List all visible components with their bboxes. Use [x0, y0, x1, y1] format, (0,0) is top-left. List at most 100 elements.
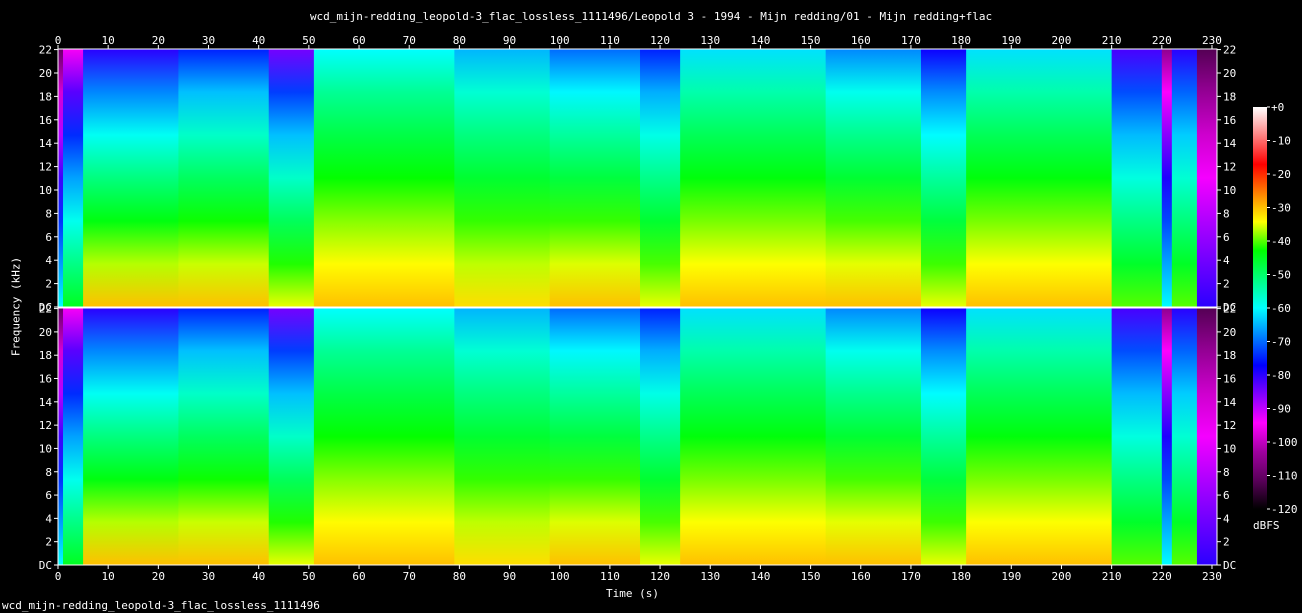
y-tick-label: DC [39, 559, 52, 572]
y-tick-label: DC [1223, 559, 1236, 572]
spectrogram-section [966, 49, 1113, 307]
x-tick-label: 140 [750, 570, 770, 583]
spectrogram-section [83, 308, 179, 565]
x-axis-label: Time (s) [606, 587, 659, 600]
y-tick-label: 12 [39, 419, 52, 432]
spectrogram-section [1171, 49, 1198, 307]
y-tick-label: DC [39, 301, 52, 314]
x-tick-label: 50 [302, 34, 315, 47]
x-tick-label: 60 [352, 570, 365, 583]
x-tick-label: 0 [55, 570, 62, 583]
colorbar-tick-label: -70 [1271, 336, 1291, 349]
y-tick-label: 16 [39, 114, 52, 127]
chart-title: wcd_mijn-redding_leopold-3_flac_lossless… [309, 10, 993, 23]
x-tick-label: 60 [352, 34, 365, 47]
spectrogram-section [825, 308, 922, 565]
y-tick-label: 18 [1223, 90, 1236, 103]
x-tick-label: 170 [901, 34, 921, 47]
spectrogram-section [920, 308, 967, 565]
y-tick-label: 16 [1223, 373, 1236, 386]
colorbar-tick-label: -50 [1271, 269, 1291, 282]
x-tick-label: 90 [503, 34, 516, 47]
y-tick-label: 8 [45, 466, 52, 479]
x-tick-label: 0 [55, 34, 62, 47]
y-tick-label: 14 [39, 396, 53, 409]
x-tick-label: 70 [403, 570, 416, 583]
x-tick-label: 230 [1202, 34, 1222, 47]
spectrogram-section [966, 308, 1113, 565]
x-tick-label: 130 [700, 34, 720, 47]
x-tick-label: 190 [1001, 34, 1021, 47]
colorbar-ticks: +0 -10 -20 -30 -40 -50 -60 -70 -80 -90 -100 -110 -12… [1267, 101, 1298, 516]
x-tick-label: 10 [102, 570, 115, 583]
spectrogram-section [1111, 308, 1163, 565]
y-tick-label: 18 [39, 90, 52, 103]
y-tick-label: 2 [1223, 536, 1230, 549]
colorbar-tick-label: -100 [1271, 436, 1298, 449]
x-tick-label: 20 [152, 34, 165, 47]
x-tick-label: 160 [851, 34, 871, 47]
x-tick-label: 10 [102, 34, 115, 47]
y-tick-label: 22 [39, 303, 52, 316]
colorbar-tick-label: -80 [1271, 369, 1291, 382]
y-tick-label: 12 [1223, 161, 1236, 174]
spectrogram-section [58, 308, 64, 565]
spectrogram-section [178, 308, 270, 565]
x-tick-label: 140 [750, 34, 770, 47]
x-tick-label: 30 [202, 570, 215, 583]
y-tick-label: 16 [1223, 114, 1236, 127]
y-tick-label: 2 [45, 536, 52, 549]
x-tick-label: 130 [700, 570, 720, 583]
spectrogram-section [640, 49, 681, 307]
spectrogram-section [549, 49, 641, 307]
y-tick-label: 2 [45, 278, 52, 291]
y-tick-label: 8 [45, 207, 52, 220]
x-tick-label: 40 [252, 34, 265, 47]
y-tick-label: 2 [1223, 278, 1230, 291]
colorbar-tick-label: -60 [1271, 302, 1291, 315]
x-tick-label: 80 [453, 570, 466, 583]
y-tick-label: 18 [1223, 349, 1236, 362]
y-tick-label: 22 [1223, 303, 1236, 316]
x-tick-label: 80 [453, 34, 466, 47]
x-tick-label: 40 [252, 570, 265, 583]
colorbar-tick-label: -40 [1271, 235, 1291, 248]
footer-filename: wcd_mijn-redding_leopold-3_flac_lossless… [2, 599, 320, 612]
colorbar-tick-label: +0 [1271, 101, 1284, 114]
spectrogram-section [178, 49, 270, 307]
y-tick-label: 18 [39, 349, 52, 362]
x-tick-label: 120 [650, 34, 670, 47]
spectrogram-section [680, 49, 827, 307]
spectrogram-section [63, 308, 84, 565]
y-tick-label: DC [1223, 301, 1236, 314]
colorbar-tick-label: -90 [1271, 403, 1291, 416]
spectrogram-section [640, 308, 681, 565]
x-tick-label: 200 [1052, 570, 1072, 583]
spectrogram-section [1171, 308, 1198, 565]
y-tick-label: 10 [1223, 442, 1236, 455]
spectrogram-section [1161, 308, 1173, 565]
x-tick-label: 150 [801, 570, 821, 583]
colorbar-tick-label: -10 [1271, 135, 1291, 148]
y-tick-label: 14 [1223, 137, 1237, 150]
y-tick-label: 4 [1223, 254, 1230, 267]
y-tick-label: 16 [39, 373, 52, 386]
spectrogram-section [549, 308, 641, 565]
y-tick-label: 10 [39, 442, 52, 455]
y-tick-label: 4 [1223, 512, 1230, 525]
y-tick-label: 6 [1223, 231, 1230, 244]
spectrogram-section [1196, 49, 1218, 307]
x-tick-label: 100 [550, 34, 570, 47]
y-tick-label: 22 [39, 44, 52, 57]
colorbar-tick-label: -20 [1271, 168, 1291, 181]
spectrogram-section [268, 308, 315, 565]
y-tick-label: 6 [1223, 489, 1230, 502]
colorbar-tick-label: -110 [1271, 470, 1298, 483]
x-tick-label: 90 [503, 570, 516, 583]
y-tick-label: 6 [45, 489, 52, 502]
x-ticks-top: 0 10 20 30 40 50 60 70 80 90 100 110 120 130 140 150 160… [55, 34, 1222, 49]
spectrogram-section [454, 308, 551, 565]
spectrogram-section [268, 49, 315, 307]
y-tick-label: 12 [39, 161, 52, 174]
